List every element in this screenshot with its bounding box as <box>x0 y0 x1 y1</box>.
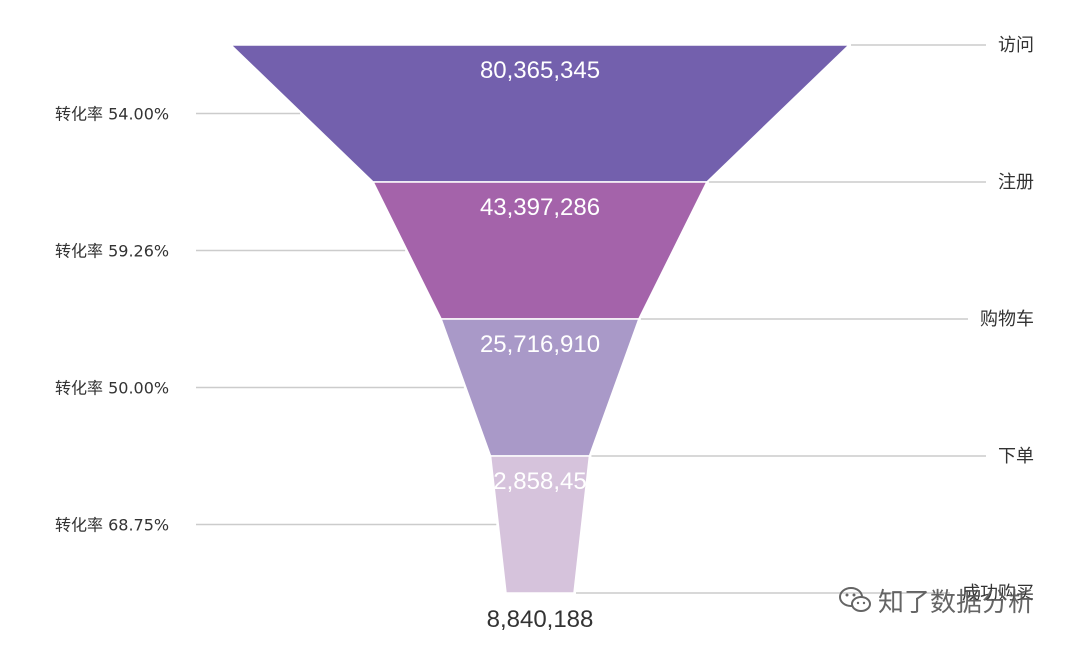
watermark: 知了数据分析 <box>838 578 1068 622</box>
stage-label: 成功购买 <box>962 583 1034 604</box>
stage-value-label: 25,716,910 <box>480 331 600 358</box>
conversion-rate-label: 转化率 59.26% <box>55 242 169 261</box>
stage-label: 购物车 <box>980 309 1034 330</box>
conversion-rate-label: 转化率 54.00% <box>55 105 169 124</box>
conversion-rate-label: 转化率 50.00% <box>55 379 169 398</box>
wechat-icon <box>839 587 871 612</box>
stage-label: 访问 <box>998 35 1034 56</box>
stage-value-label: 80,365,345 <box>480 57 600 84</box>
stage-value-label: 8,840,188 <box>487 606 594 633</box>
conversion-rate-label: 转化率 68.75% <box>55 516 169 535</box>
stage-label: 注册 <box>998 172 1034 193</box>
stage-label: 下单 <box>998 446 1034 467</box>
funnel-segment <box>489 455 591 594</box>
stage-value-label: 12,858,455 <box>480 468 600 495</box>
stage-value-label: 43,397,286 <box>480 194 600 221</box>
watermark-text: 知了数据分析 <box>878 587 1035 618</box>
